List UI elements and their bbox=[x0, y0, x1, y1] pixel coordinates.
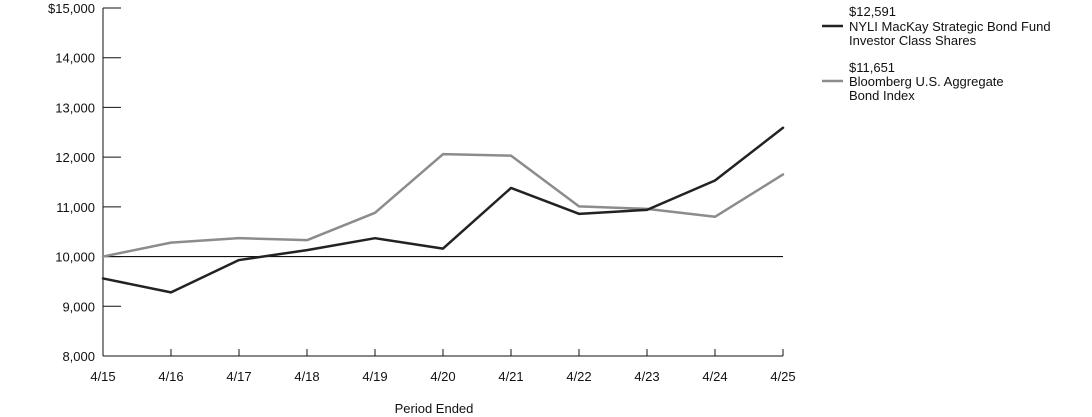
series-line-fund bbox=[101, 126, 785, 294]
legend-fund-label-line-2: Investor Class Shares bbox=[849, 33, 977, 48]
x-tick-label-7: 4/22 bbox=[566, 369, 591, 384]
x-tick-label-8: 4/23 bbox=[634, 369, 659, 384]
x-axis-title: Period Ended bbox=[395, 401, 474, 416]
y-tick-label-12000: 12,000 bbox=[55, 150, 95, 165]
x-tick-label-0: 4/15 bbox=[90, 369, 115, 384]
series-line-index bbox=[101, 152, 785, 258]
legend-index-label-line-2: Bond Index bbox=[849, 88, 915, 103]
y-tick-label-15000: $15,000 bbox=[48, 1, 95, 16]
y-tick-label-10000: 10,000 bbox=[55, 250, 95, 265]
y-tick-label-14000: 14,000 bbox=[55, 51, 95, 66]
legend-index-ending-value: $11,651 bbox=[849, 60, 895, 75]
legend: $12,591 NYLI MacKay Strategic Bond Fund … bbox=[822, 4, 1051, 103]
y-tick-label-8000: 8,000 bbox=[62, 349, 95, 364]
legend-index-label-line-1: Bloomberg U.S. Aggregate bbox=[849, 74, 1004, 89]
x-tick-label-9: 4/24 bbox=[702, 369, 727, 384]
legend-fund-label-line-1: NYLI MacKay Strategic Bond Fund bbox=[849, 19, 1051, 34]
legend-entry-index: $11,651 Bloomberg U.S. Aggregate Bond In… bbox=[822, 60, 1004, 103]
plot-area: 8,000 9,000 10,000 11,000 12,000 13,000 14,000… bbox=[48, 1, 796, 384]
x-tick-label-10: 4/25 bbox=[770, 369, 795, 384]
legend-entry-fund: $12,591 NYLI MacKay Strategic Bond Fund … bbox=[822, 4, 1051, 48]
y-tick-label-9000: 9,000 bbox=[62, 299, 95, 314]
x-tick-label-6: 4/21 bbox=[498, 369, 523, 384]
x-tick-label-3: 4/18 bbox=[294, 369, 319, 384]
x-tick-label-4: 4/19 bbox=[362, 369, 387, 384]
y-tick-label-13000: 13,000 bbox=[55, 100, 95, 115]
x-tick-label-5: 4/20 bbox=[430, 369, 455, 384]
x-tick-label-2: 4/17 bbox=[226, 369, 251, 384]
y-tick-label-11000: 11,000 bbox=[56, 200, 95, 215]
x-tick-label-1: 4/16 bbox=[158, 369, 183, 384]
legend-fund-ending-value: $12,591 bbox=[849, 4, 896, 19]
